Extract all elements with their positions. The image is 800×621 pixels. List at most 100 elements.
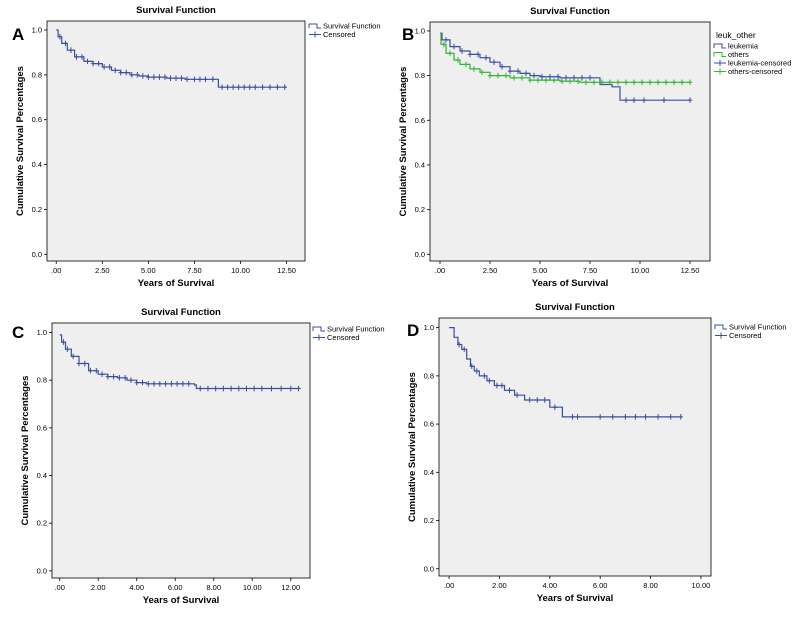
censored-mark	[631, 79, 637, 86]
censored-mark	[474, 368, 479, 374]
series-1	[56, 29, 287, 90]
y-tick-label: 0.2	[32, 205, 42, 214]
y-tick-label: 0.6	[37, 423, 47, 432]
y-axis-label: Cumulative Survival Percentages	[20, 376, 31, 526]
y-tick-label: 1.0	[32, 25, 42, 34]
censored-mark	[151, 74, 157, 80]
censored-mark	[552, 404, 558, 411]
legend-line-swatch	[714, 324, 727, 330]
censored-mark	[117, 375, 122, 381]
censored-mark	[157, 380, 163, 387]
censored-mark	[186, 380, 191, 387]
x-tick-label: 8.00	[643, 581, 658, 590]
censored-mark	[96, 60, 101, 67]
panel-letter: A	[12, 25, 24, 44]
censored-mark	[494, 382, 500, 389]
panel-d: D Survival Function 0.0 0.2 0.4 0.6 0.8 1.0 .00 2…	[407, 302, 787, 604]
y-tick-label: 0.4	[424, 468, 434, 477]
censored-mark	[151, 380, 157, 387]
censored-mark	[631, 97, 637, 103]
censored-mark	[259, 385, 265, 392]
censored-mark	[253, 84, 258, 90]
censored-mark	[647, 79, 653, 86]
x-axis-label: Years of Survival	[537, 593, 614, 604]
legend-censor-swatch	[714, 60, 726, 66]
censored-mark	[441, 41, 447, 48]
censored-mark	[269, 385, 274, 392]
y-tick-label: 0.8	[32, 70, 42, 79]
x-tick-label: 7.50	[187, 266, 202, 275]
censored-mark	[503, 72, 509, 79]
y-tick-label: 0.2	[37, 519, 47, 528]
censored-mark	[487, 377, 492, 384]
x-tick-label: 12.00	[281, 583, 300, 592]
y-tick-label: 0.8	[424, 371, 434, 380]
censored-mark	[507, 68, 513, 74]
censored-mark	[655, 414, 661, 420]
censored-mark	[184, 76, 190, 83]
censored-mark	[192, 76, 197, 83]
x-tick-label: 5.00	[533, 266, 548, 275]
series-1	[59, 334, 301, 392]
series-1	[449, 327, 683, 420]
censored-mark	[447, 50, 453, 57]
censored-mark	[134, 379, 139, 386]
x-tick-label: .00	[54, 583, 64, 592]
x-tick-label: 4.00	[129, 583, 144, 592]
censored-mark	[471, 66, 477, 72]
censored-mark	[230, 84, 236, 90]
y-tick-label: 1.0	[37, 328, 47, 337]
censored-mark	[282, 84, 287, 90]
censored-mark	[543, 77, 549, 83]
censored-mark	[559, 78, 565, 84]
censored-mark	[68, 47, 74, 53]
censored-mark	[267, 84, 273, 90]
legend: leuk_other leukemiaothersleukemia-censore…	[713, 30, 791, 76]
y-tick-label: 0.0	[415, 250, 425, 259]
x-tick-label: 10.00	[243, 583, 262, 592]
censored-mark	[122, 375, 128, 381]
legend-line-swatch	[312, 326, 325, 332]
legend-line-swatch	[713, 43, 726, 49]
censored-mark	[607, 79, 613, 86]
censored-mark	[82, 360, 87, 367]
legend-censor-swatch	[714, 68, 726, 75]
y-axis-label: Cumulative Survival Percentages	[15, 66, 26, 216]
censored-mark	[118, 69, 123, 76]
y-tick-label: 0.8	[415, 71, 425, 80]
censored-mark	[251, 385, 257, 392]
censored-mark	[495, 72, 501, 79]
x-tick-label: .00	[444, 581, 454, 590]
censored-mark	[236, 84, 241, 90]
censored-mark	[663, 79, 669, 86]
censored-mark	[90, 60, 96, 67]
chart-title: Survival Function	[530, 6, 610, 17]
plot-area	[429, 21, 711, 262]
panel-letter: C	[12, 323, 24, 342]
legend-entry: others-censored	[728, 67, 782, 76]
censored-mark	[563, 75, 569, 81]
y-tick-label: 0.6	[424, 420, 434, 429]
x-axis-label: Years of Survival	[532, 278, 609, 289]
censored-mark	[63, 40, 68, 47]
censored-mark	[275, 84, 280, 90]
censored-mark	[483, 54, 489, 61]
censored-mark	[85, 58, 90, 65]
plot-area	[46, 20, 306, 262]
x-tick-label: 12.50	[277, 266, 296, 275]
y-tick-label: 0.2	[415, 205, 425, 214]
legend-entry: Censored	[327, 333, 360, 342]
legend-entry: Survival Function	[729, 323, 787, 332]
panel-c: C Survival Function 0.0 0.2 0.4 0.6 0.8 1.0 .00 2…	[12, 307, 385, 606]
y-tick-label: 0.0	[424, 564, 434, 573]
y-tick-label: 1.0	[415, 26, 425, 35]
censored-mark	[639, 79, 645, 86]
y-axis-label: Cumulative Survival Percentages	[398, 67, 409, 217]
censored-mark	[228, 385, 234, 392]
censored-mark	[455, 57, 461, 63]
censored-mark	[99, 371, 105, 378]
censored-mark	[527, 397, 532, 403]
censored-mark	[542, 397, 547, 403]
censored-mark	[661, 97, 667, 103]
censored-mark	[575, 78, 581, 84]
